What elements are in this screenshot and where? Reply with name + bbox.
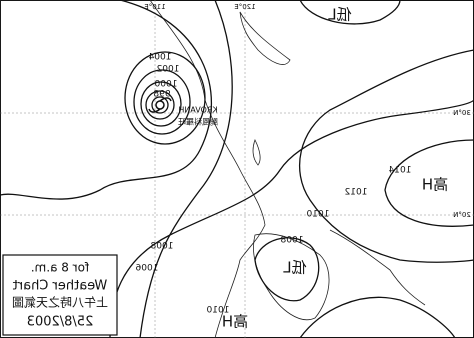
legend-title: 上午八時之天氣圖 [12,296,108,310]
typhoon-symbol [148,97,172,113]
legend-time: for 8 a.m. [31,261,89,275]
pressure-center: 高H [222,313,248,331]
isobar-label: 998 [153,90,170,100]
isobar-label: 1008 [150,242,173,252]
typhoon-name: KROVANH [178,106,217,115]
legend-subtitle: Weather Chart [13,279,108,294]
isobar-label: 1012 [345,188,368,198]
grid-label: 120°E [234,3,255,11]
isobar-label: 1008 [280,236,303,246]
pressure-center: 低L [283,259,307,277]
grid-label: 20°N [453,211,471,219]
pressure-center: 低L [328,6,352,24]
pressure-center: 高H [422,176,448,194]
island [239,11,426,306]
isobar-label: 1006 [135,264,158,274]
grid-label: 110°E [144,3,165,11]
isobar-label: 1002 [157,65,180,75]
isobar-label: 1000 [154,80,177,90]
legend-date: 25/8/2003 [27,315,94,330]
isobar-label: 1010 [306,210,329,220]
isobar-label: 1014 [388,166,411,176]
typhoon-name-zh: 颱風科羅旺 [178,117,218,127]
grid-label: 30°N [453,109,471,117]
isobar-label: 1004 [148,53,171,63]
isobar-label: 1010 [206,306,229,316]
legend-box [2,254,118,336]
